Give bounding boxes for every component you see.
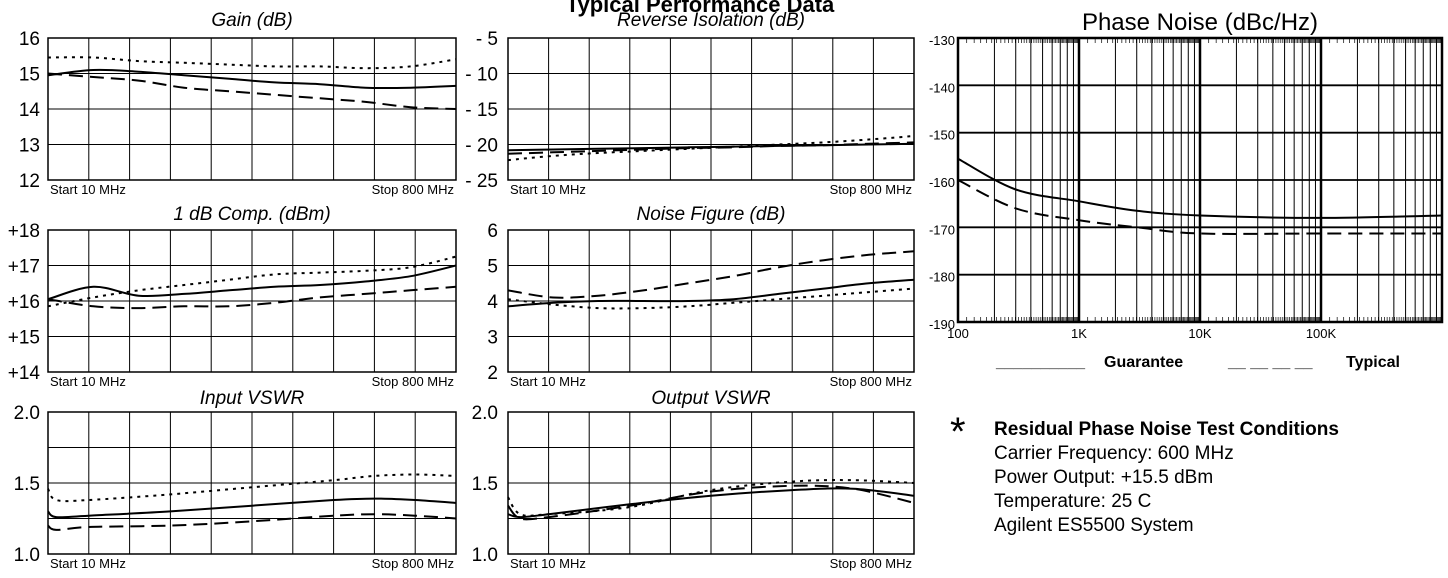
condition-temperature: Temperature: 25 C (994, 491, 1152, 512)
stop-frequency-label: Stop 800 MHz (830, 182, 912, 197)
chart-title: Noise Figure (dB) (637, 204, 786, 225)
x-tick-label: 100 (947, 326, 969, 341)
start-frequency-label: Start 10 MHz (510, 556, 586, 571)
typical-label: Typical (1346, 354, 1400, 371)
series-line-solid (47, 68, 457, 90)
guarantee-label: Guarantee (1104, 354, 1184, 371)
y-tick-label: 2.0 (14, 403, 40, 424)
chart-output-vswr: Output VSWR 2.0 1.5 1.0 Start 10 MHz Stop 800… (472, 388, 915, 571)
y-tick-label: -180 (929, 270, 955, 285)
series-line-dashed (507, 250, 915, 299)
chart-comp-1db: 1 dB Comp. (dBm) +18 +17 +16 +15 +14 Start 10 … (8, 204, 457, 389)
chart-noise-figure: Noise Figure (dB) 6 5 4 3 2 Start 10 MHz Stop 8… (487, 204, 915, 389)
start-frequency-label: Start 10 MHz (50, 556, 126, 571)
chart-title: 1 dB Comp. (dBm) (173, 204, 330, 225)
y-tick-label: +18 (8, 221, 40, 242)
y-tick-label: -190 (929, 317, 955, 332)
series-line-dashed (47, 285, 457, 310)
stop-frequency-label: Stop 800 MHz (372, 182, 454, 197)
series-line-dashed (507, 484, 915, 521)
series-line-solid (47, 497, 457, 519)
chart-title: Phase Noise (dBc/Hz) (1082, 9, 1318, 36)
y-tick-label: 6 (487, 221, 498, 242)
series-line-dashed (507, 141, 915, 155)
phase-noise-legend: __________ Guarantee __ __ __ __ Typical (996, 354, 1416, 378)
y-tick-label: 1.5 (472, 474, 498, 495)
guarantee-line-sample: __________ (996, 354, 1085, 371)
series-line-solid (507, 487, 915, 519)
y-tick-label: 12 (19, 171, 40, 192)
start-frequency-label: Start 10 MHz (50, 182, 126, 197)
y-tick-label: 2.0 (472, 403, 498, 424)
y-tick-label: +15 (8, 328, 40, 349)
y-tick-label: 15 (19, 65, 40, 86)
y-tick-label: - 10 (465, 65, 498, 86)
y-tick-label: 5 (487, 257, 498, 278)
condition-carrier-frequency: Carrier Frequency: 600 MHz (994, 443, 1234, 464)
y-tick-label: 4 (487, 292, 498, 313)
x-tick-label: 1K (1071, 326, 1087, 341)
start-frequency-label: Start 10 MHz (510, 182, 586, 197)
y-tick-label: - 5 (476, 29, 498, 50)
y-tick-label: -130 (929, 33, 955, 48)
series-line-dotted (47, 473, 457, 503)
y-tick-label: -140 (929, 80, 955, 95)
y-tick-label: 1.0 (14, 545, 40, 566)
series-line-dashed (47, 72, 457, 110)
y-tick-label: +16 (8, 292, 40, 313)
y-tick-label: -160 (929, 175, 955, 190)
y-tick-label: +14 (8, 363, 41, 384)
stop-frequency-label: Stop 800 MHz (372, 556, 454, 571)
y-tick-label: 13 (19, 136, 40, 157)
chart-reverse-isolation: Reverse Isolation (dB) - 5 - 10 - 15 - 20 - 2… (465, 10, 915, 197)
series-line-solid (957, 157, 1443, 219)
x-tick-label: 100K (1306, 326, 1337, 341)
y-tick-label: +17 (8, 257, 40, 278)
y-tick-label: 2 (487, 363, 498, 384)
condition-system: Agilent ES5500 System (994, 515, 1194, 536)
y-tick-label: -150 (929, 128, 955, 143)
page-title: Typical Performance Data (566, 0, 835, 17)
x-tick-label: 10K (1188, 326, 1211, 341)
chart-phase-noise: Phase Noise (dBc/Hz) -130 -140 -150 -160 -170… (929, 9, 1444, 341)
typical-line-sample: __ __ __ __ (1228, 354, 1313, 371)
chart-title: Gain (dB) (211, 10, 292, 31)
y-tick-label: -170 (929, 222, 955, 237)
chart-gain: Gain (dB) 16 15 14 13 12 Start 10 MHz Stop 800 … (19, 10, 457, 197)
y-tick-label: 14 (19, 100, 41, 121)
chart-title: Output VSWR (651, 388, 771, 409)
chart-input-vswr: Input VSWR 2.0 1.5 1.0 Start 10 MHz Stop 800 … (14, 388, 457, 571)
y-tick-label: - 25 (465, 171, 498, 192)
y-tick-label: 1.0 (472, 545, 498, 566)
y-tick-label: 1.5 (14, 474, 40, 495)
series-line-solid (47, 264, 457, 301)
chart-title: Input VSWR (200, 388, 305, 409)
stop-frequency-label: Stop 800 MHz (830, 556, 912, 571)
y-tick-label: 3 (487, 328, 498, 349)
y-tick-label: - 15 (465, 100, 498, 121)
start-frequency-label: Start 10 MHz (50, 374, 126, 389)
condition-power-output: Power Output: +15.5 dBm (994, 467, 1214, 488)
asterisk-icon: * (950, 410, 966, 454)
stop-frequency-label: Stop 800 MHz (372, 374, 454, 389)
start-frequency-label: Start 10 MHz (510, 374, 586, 389)
series-line-solid (507, 278, 915, 308)
series-line-dotted (507, 135, 915, 162)
series-line-dotted (507, 479, 915, 517)
series-line-dashed (957, 179, 1442, 235)
conditions-heading: Residual Phase Noise Test Conditions (994, 419, 1339, 440)
stop-frequency-label: Stop 800 MHz (830, 374, 912, 389)
y-tick-label: - 20 (465, 136, 498, 157)
chart-title: Reverse Isolation (dB) (617, 10, 805, 31)
test-conditions: * Residual Phase Noise Test Conditions C… (950, 412, 1410, 578)
y-tick-label: 16 (19, 29, 40, 50)
